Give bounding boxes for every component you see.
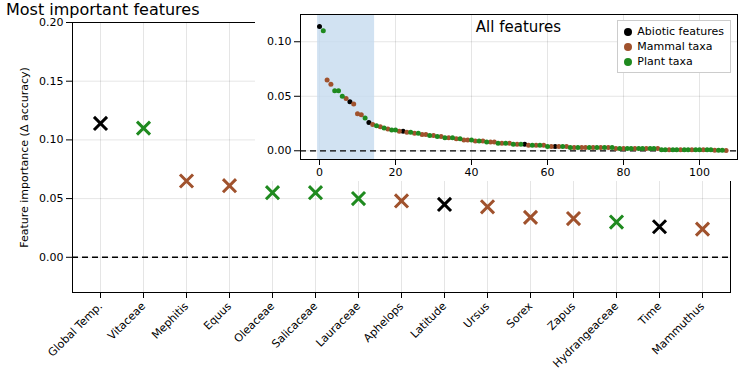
svg-text:Ursus: Ursus <box>461 300 492 331</box>
svg-text:Lauraceae: Lauraceae <box>313 300 363 350</box>
svg-text:0.10: 0.10 <box>39 133 64 146</box>
svg-text:40: 40 <box>465 166 479 179</box>
svg-text:Mammuthus: Mammuthus <box>649 300 707 358</box>
html-text:Plant taxa: Plant taxa <box>637 55 693 68</box>
svg-text:0.00: 0.00 <box>39 251 64 264</box>
svg-text:Mephitis: Mephitis <box>149 300 191 342</box>
svg-text:0.10: 0.10 <box>267 35 292 48</box>
svg-text:60: 60 <box>541 166 555 179</box>
svg-text:Vitaceae: Vitaceae <box>105 300 148 343</box>
svg-text:0.20: 0.20 <box>39 16 64 29</box>
svg-text:Zapus: Zapus <box>545 300 578 333</box>
svg-text:0.05: 0.05 <box>39 192 64 205</box>
svg-text:0.15: 0.15 <box>39 75 64 88</box>
svg-text:Oleaceae: Oleaceae <box>231 300 277 346</box>
svg-text:Hydrangeaceae: Hydrangeaceae <box>551 300 622 371</box>
svg-text:0.05: 0.05 <box>267 90 292 103</box>
svg-text:Feature importance (Δ accuracy: Feature importance (Δ accuracy) <box>18 67 31 248</box>
svg-text:Equus: Equus <box>201 300 234 333</box>
svg-text:Aphelops: Aphelops <box>361 300 406 345</box>
svg-text:80: 80 <box>617 166 631 179</box>
html-text:All features: All features <box>475 18 562 36</box>
svg-text:0: 0 <box>316 166 323 179</box>
html-text:Most important features: Most important features <box>6 0 200 19</box>
svg-text:Salicaceae: Salicaceae <box>269 300 320 351</box>
svg-text:Latitude: Latitude <box>408 300 449 341</box>
svg-text:Global Temp.: Global Temp. <box>45 300 105 360</box>
svg-text:20: 20 <box>389 166 403 179</box>
svg-text:Time: Time <box>635 300 664 329</box>
svg-text:Sorex: Sorex <box>504 299 536 331</box>
svg-text:0.00: 0.00 <box>267 144 292 157</box>
svg-text:100: 100 <box>689 166 710 179</box>
html-text:Abiotic features: Abiotic features <box>637 25 724 38</box>
html-text:Mammal taxa: Mammal taxa <box>637 40 713 53</box>
